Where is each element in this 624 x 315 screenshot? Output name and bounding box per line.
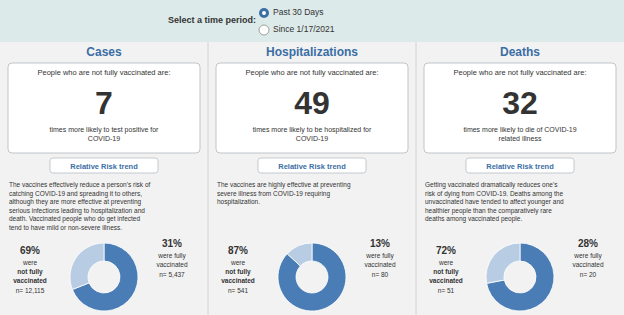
svg-text:Since 1/17/2021: Since 1/17/2021 [273, 24, 335, 34]
svg-text:were: were [230, 259, 245, 266]
svg-text:Relative Risk trend: Relative Risk trend [486, 162, 554, 171]
svg-text:7: 7 [95, 85, 113, 121]
svg-text:Deaths: Deaths [500, 45, 540, 59]
svg-text:People who are not fully vacci: People who are not fully vaccinated are: [454, 68, 587, 77]
svg-text:People who are not fully vacci: People who are not fully vaccinated are: [38, 68, 171, 77]
svg-text:3131%: 3131% [162, 238, 182, 249]
svg-text:Select a time period:: Select a time period: [168, 15, 256, 25]
svg-text:vaccinated: vaccinated [364, 261, 395, 268]
svg-text:times more likely to die of CO: times more likely to die of COVID-19rela… [463, 126, 576, 142]
svg-text:1313%: 1313% [370, 238, 390, 249]
svg-text:not fully: not fully [225, 268, 251, 276]
svg-text:were fully: were fully [573, 252, 602, 260]
svg-text:vaccinated: vaccinated [572, 261, 603, 268]
svg-text:7272%: 7272% [436, 245, 456, 256]
svg-text:Hospitalizations: Hospitalizations [266, 45, 358, 59]
svg-text:were fully: were fully [157, 252, 186, 260]
svg-text:People who are not fully vacci: People who are not fully vaccinated are: [246, 68, 379, 77]
svg-text:not fully: not fully [433, 268, 459, 276]
svg-text:541n= 541: 541n= 541 [228, 287, 248, 294]
svg-text:6969%: 6969% [20, 245, 40, 256]
svg-text:times more likely to test posi: times more likely to test positive forCO… [50, 126, 160, 142]
svg-text:were: were [22, 259, 37, 266]
svg-text:5437n= 5,437: 5437n= 5,437 [159, 271, 185, 278]
svg-text:80n= 80: 80n= 80 [372, 271, 389, 278]
svg-text:Cases: Cases [86, 45, 122, 59]
svg-text:The vaccines effectively reduc: The vaccines effectively reduce a person… [9, 181, 150, 231]
svg-text:Getting vaccinated dramaticall: Getting vaccinated dramatically reduces … [425, 181, 564, 223]
svg-text:20n= 20: 20n= 20 [580, 271, 597, 278]
svg-text:The vaccines are highly effect: The vaccines are highly effective at pre… [217, 181, 351, 206]
svg-text:vaccinated: vaccinated [221, 277, 255, 284]
svg-text:2828%: 2828% [578, 238, 598, 249]
svg-text:times more likely to be hospit: times more likely to be hospitalized for… [253, 126, 372, 142]
svg-text:32: 32 [502, 85, 538, 121]
svg-text:vaccinated: vaccinated [156, 261, 187, 268]
svg-text:49: 49 [294, 85, 330, 121]
svg-text:vaccinated: vaccinated [13, 277, 47, 284]
svg-text:vaccinated: vaccinated [429, 277, 463, 284]
svg-text:not fully: not fully [17, 268, 43, 276]
svg-text:51n= 51: 51n= 51 [438, 287, 455, 294]
svg-text:Relative Risk trend: Relative Risk trend [70, 162, 138, 171]
svg-text:were fully: were fully [365, 252, 394, 260]
svg-text:8787%: 8787% [228, 245, 248, 256]
svg-text:were: were [438, 259, 453, 266]
svg-text:Past 30 Days: Past 30 Days [273, 7, 324, 17]
svg-text:Relative Risk trend: Relative Risk trend [278, 162, 346, 171]
svg-text:12115n= 12,115: 12115n= 12,115 [16, 287, 45, 294]
